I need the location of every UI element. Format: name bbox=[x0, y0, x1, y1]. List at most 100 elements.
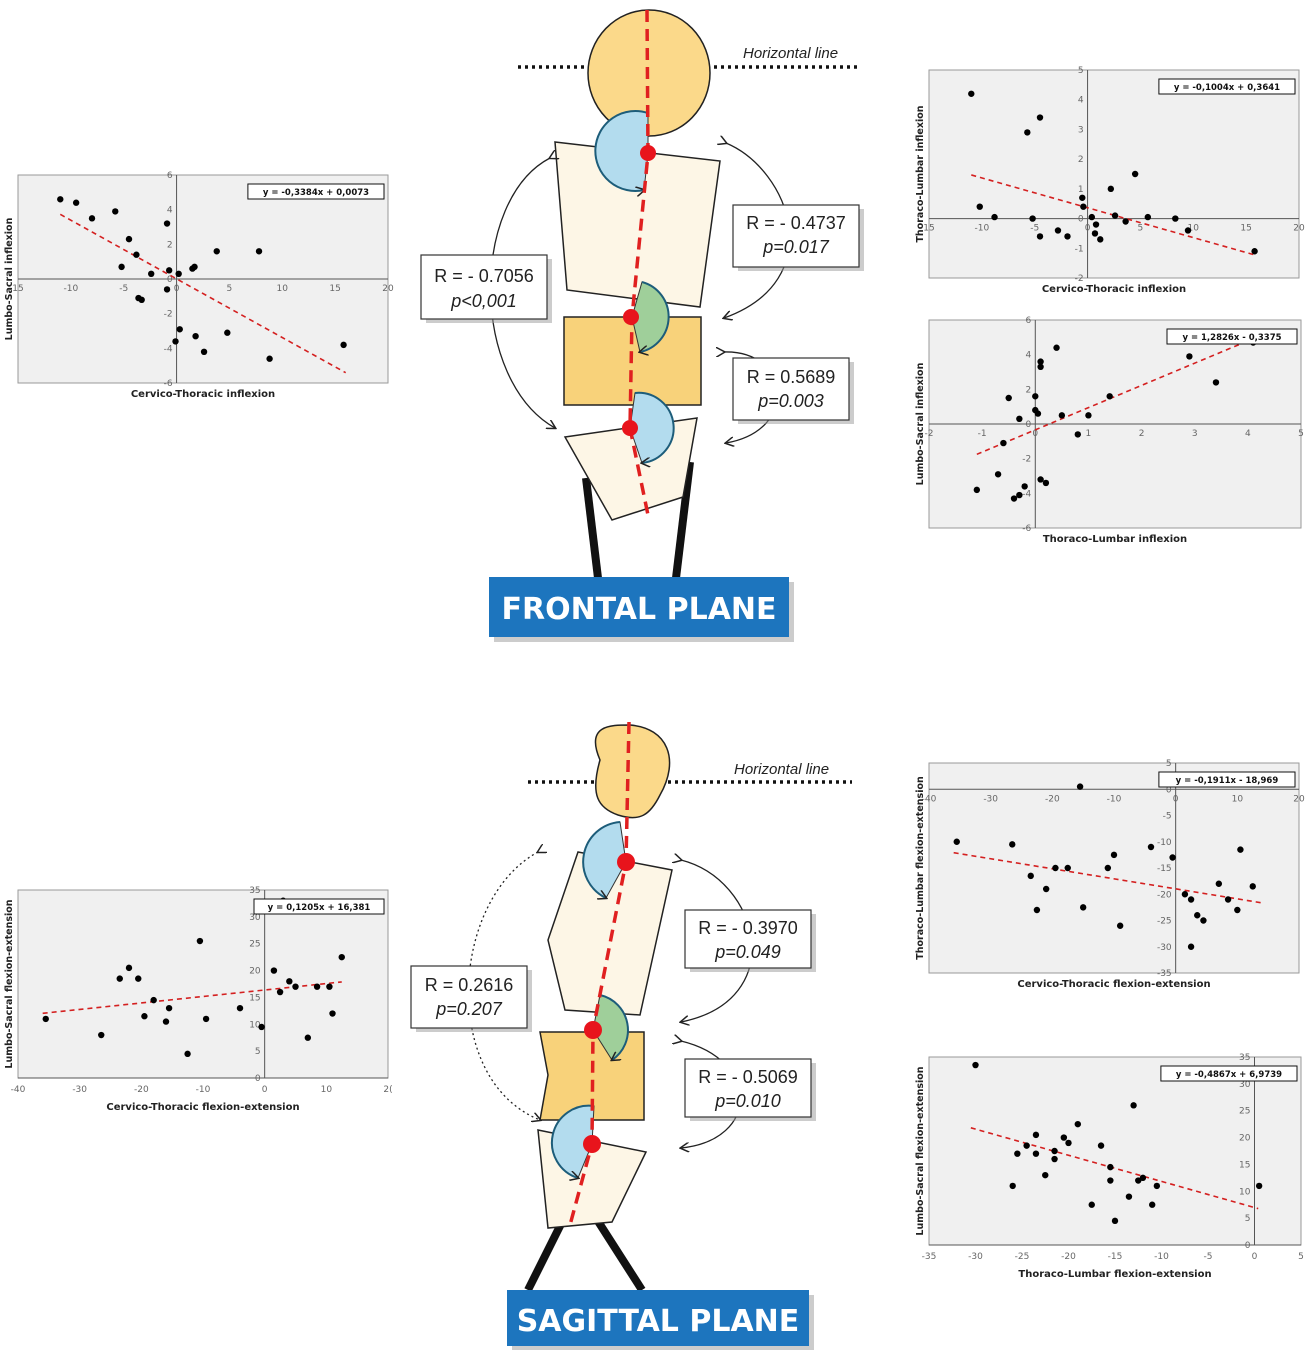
trend-line bbox=[59, 213, 347, 374]
data-point bbox=[991, 213, 998, 221]
x-tick-label: -40 bbox=[922, 794, 937, 804]
data-point bbox=[1016, 415, 1023, 422]
x-tick-label: 15 bbox=[12, 284, 23, 294]
data-point bbox=[1139, 1174, 1147, 1182]
sagittal-ls-joint bbox=[583, 1135, 601, 1153]
data-point bbox=[1249, 883, 1256, 890]
y-tick-label: -35 bbox=[1157, 969, 1172, 979]
y-axis-title: Lumbo-Sacral inflexion bbox=[4, 217, 15, 340]
data-point bbox=[1037, 476, 1044, 483]
data-point bbox=[141, 1013, 148, 1020]
data-point bbox=[1060, 1134, 1068, 1141]
data-point bbox=[1042, 479, 1050, 487]
data-point bbox=[184, 1050, 191, 1058]
data-point bbox=[1092, 221, 1100, 228]
scatter-chart-ct-ls-flexion-extension: -40 -30 -20 -10 0 10 2(35 30 25 20 15 10 5 0 y = 0,120… bbox=[4, 886, 393, 1113]
frontal-stat-box-1: R = - 0.7056 p<0,001 bbox=[420, 254, 552, 323]
data-point bbox=[1023, 1142, 1030, 1149]
x-tick-label: 20 bbox=[1293, 224, 1305, 234]
y-tick-label: 4 bbox=[1026, 351, 1032, 361]
trend-line bbox=[953, 851, 1263, 904]
data-point bbox=[1107, 1177, 1114, 1184]
data-point bbox=[192, 333, 199, 340]
x-tick-label: -10 bbox=[64, 284, 79, 294]
y-tick-label: 0 bbox=[1078, 215, 1084, 225]
frontal-right-leg bbox=[672, 461, 694, 579]
plot-area bbox=[17, 889, 389, 1079]
sagittal-figure: Horizontal line R = 0.2616 p=0.207 bbox=[410, 721, 852, 1350]
data-point bbox=[1111, 1217, 1119, 1225]
data-point bbox=[213, 248, 220, 255]
data-point bbox=[1184, 227, 1192, 234]
frontal-ls-angle-arc bbox=[634, 391, 675, 463]
data-point bbox=[1130, 1102, 1137, 1109]
x-tick-label: -5 bbox=[1204, 1252, 1213, 1262]
scatter-chart-tl-ls-flexion-extension: -35 -30 -25 -20 -15 -10 -5 0 5 35 30 25 20 15 10 5 0 y = … bbox=[915, 1053, 1304, 1280]
data-point bbox=[1005, 394, 1012, 402]
data-point bbox=[1064, 864, 1071, 872]
data-point bbox=[1042, 1171, 1049, 1179]
y-tick-label: -10 bbox=[1157, 838, 1172, 848]
y-tick-label: -2 bbox=[164, 310, 173, 320]
y-tick-label: 10 bbox=[1239, 1187, 1251, 1197]
y-tick-label: 35 bbox=[249, 886, 260, 896]
data-point bbox=[968, 90, 975, 97]
plot-area bbox=[928, 69, 1300, 279]
data-point bbox=[1058, 412, 1066, 419]
data-point bbox=[1169, 854, 1176, 861]
x-tick-label: 20 bbox=[382, 284, 394, 294]
y-tick-label: 25 bbox=[249, 940, 260, 950]
data-point bbox=[1125, 1193, 1133, 1200]
equation-box bbox=[1158, 78, 1296, 95]
frontal-ct-angle-arc bbox=[594, 110, 649, 191]
trend-equation: y = -0,1004x + 0,3641 bbox=[1174, 83, 1280, 93]
x-tick-label: 1 bbox=[1086, 429, 1092, 439]
data-point bbox=[338, 953, 345, 961]
y-tick-label: -20 bbox=[1157, 890, 1172, 900]
trend-line bbox=[976, 335, 1259, 456]
sagittal-tl-angle-arc bbox=[599, 994, 629, 1060]
sagittal-stat-box-1: R = 0.2616 p=0.207 bbox=[410, 965, 532, 1032]
x-tick-label: -20 bbox=[134, 1085, 149, 1095]
y-tick-label: -2 bbox=[1075, 274, 1084, 284]
frontal-r2: R = - 0.4737 bbox=[746, 213, 846, 233]
y-tick-label: 2 bbox=[167, 240, 173, 250]
data-point bbox=[172, 338, 179, 345]
x-tick-label: -1 bbox=[978, 429, 987, 439]
sagittal-plane-label: SAGITTAL PLANE bbox=[507, 1290, 814, 1350]
data-point bbox=[329, 1010, 336, 1017]
x-tick-label: 0 bbox=[1252, 1252, 1258, 1262]
data-point bbox=[1079, 194, 1086, 201]
data-point bbox=[270, 967, 278, 974]
y-tick-label: 0 bbox=[1026, 420, 1032, 430]
data-point bbox=[1107, 185, 1115, 193]
data-point bbox=[133, 251, 140, 258]
x-tick-label: 0 bbox=[262, 1085, 268, 1095]
sagittal-stat-box-3: R = - 0.5069 p=0.010 bbox=[684, 1058, 816, 1121]
y-axis-title: Lumbo-Sacral flexion-extension bbox=[915, 1066, 926, 1235]
data-point bbox=[972, 1061, 979, 1069]
scatter-chart-ct-tl-flexion-extension: -40 -30 -20 -10 0 10 2050-5-10-15-20-25-30-35y… bbox=[915, 759, 1305, 990]
sagittal-r1: R = 0.2616 bbox=[425, 975, 514, 995]
frontal-r1: R = - 0.7056 bbox=[434, 266, 534, 286]
data-point bbox=[165, 267, 173, 274]
data-point bbox=[1074, 431, 1082, 438]
data-point bbox=[88, 215, 96, 222]
frontal-plane-label: FRONTAL PLANE bbox=[489, 577, 794, 642]
data-point bbox=[165, 1004, 173, 1012]
data-point bbox=[1021, 483, 1028, 490]
data-point bbox=[1097, 236, 1104, 243]
x-tick-label: -30 bbox=[968, 1252, 983, 1262]
data-point bbox=[1149, 1201, 1156, 1208]
y-tick-label: 4 bbox=[1078, 96, 1084, 106]
data-point bbox=[1065, 1139, 1072, 1147]
y-tick-label: 3 bbox=[1078, 125, 1084, 135]
y-tick-label: 25 bbox=[1239, 1107, 1250, 1117]
y-tick-label: -1 bbox=[1075, 244, 1084, 254]
data-point bbox=[236, 1004, 244, 1012]
data-point bbox=[202, 1015, 210, 1023]
y-tick-label: 6 bbox=[167, 171, 173, 181]
y-tick-label: -4 bbox=[164, 344, 173, 354]
data-point bbox=[1088, 1201, 1095, 1208]
y-tick-label: 1 bbox=[1078, 185, 1084, 195]
